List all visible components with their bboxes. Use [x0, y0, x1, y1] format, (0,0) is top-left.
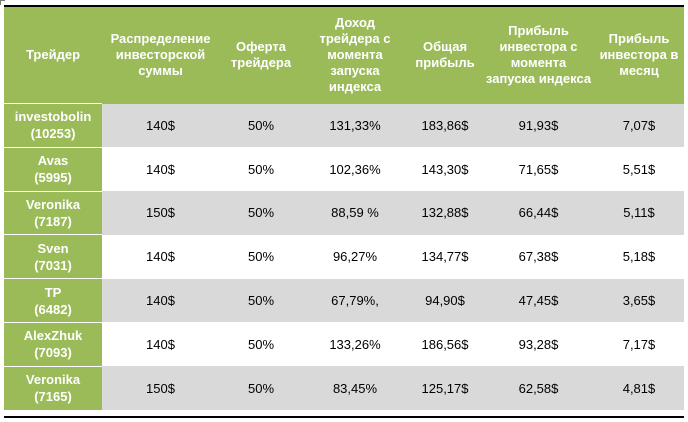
header-offer: Оферта трейдера	[219, 7, 303, 104]
cell-distribution: 150$	[102, 191, 219, 235]
cell-trader-income: 67,79%,	[303, 278, 407, 323]
header-trader-income: Доход трейдера с момента запуска индекса	[303, 7, 407, 104]
cell-trader-income: 96,27%	[303, 234, 407, 279]
trader-name-cell: Veronika (7165)	[4, 365, 102, 411]
header-distribution: Распределение инвесторской суммы	[102, 7, 219, 104]
selection-corner-marker	[0, 0, 5, 5]
table-row: investobolin (10253) 140$ 50% 131,33% 183,86$…	[4, 103, 684, 148]
cell-total-profit: 183,86$	[407, 103, 483, 148]
cell-monthly-profit: 5,18$	[594, 234, 684, 279]
trader-name: investobolin	[14, 109, 92, 125]
trader-profit-table: Трейдер Распределение инвесторской суммы…	[4, 7, 684, 411]
trader-name: Avas	[37, 153, 69, 169]
cell-total-profit: 94,90$	[407, 278, 483, 323]
cell-trader-income: 133,26%	[303, 322, 407, 367]
trader-id: (7093)	[34, 345, 72, 361]
trader-id: (10253)	[30, 126, 76, 142]
cell-offer: 50%	[219, 234, 303, 279]
cell-investor-profit: 71,65$	[483, 147, 594, 192]
cell-monthly-profit: 7,17$	[594, 322, 684, 367]
cell-offer: 50%	[219, 322, 303, 367]
header-row: Трейдер Распределение инвесторской суммы…	[4, 7, 684, 104]
cell-trader-income: 88,59 %	[303, 191, 407, 235]
cell-trader-income: 131,33%	[303, 103, 407, 148]
header-investor-profit: Прибыль инвестора с момента запуска инде…	[483, 7, 594, 104]
trader-name: Sven	[37, 240, 69, 256]
trader-name: Veronika	[25, 196, 81, 212]
cell-distribution: 150$	[102, 366, 219, 411]
cell-distribution: 140$	[102, 234, 219, 279]
header-total-profit: Общая прибыль	[407, 7, 483, 104]
cell-investor-profit: 93,28$	[483, 322, 594, 367]
table-row: Veronika (7165) 150$ 50% 83,45% 125,17$ 62,58$…	[4, 365, 684, 411]
cell-distribution: 140$	[102, 103, 219, 148]
trader-name-cell: TP (6482)	[4, 278, 102, 323]
cell-monthly-profit: 3,65$	[594, 278, 684, 323]
cell-monthly-profit: 5,11$	[594, 191, 684, 235]
cell-trader-income: 102,36%	[303, 147, 407, 192]
trader-id: (5995)	[34, 170, 72, 186]
cell-total-profit: 132,88$	[407, 191, 483, 235]
cell-offer: 50%	[219, 103, 303, 148]
trader-name-cell: AlexZhuk (7093)	[4, 321, 102, 367]
cell-offer: 50%	[219, 366, 303, 411]
cell-offer: 50%	[219, 278, 303, 323]
table-row: AlexZhuk (7093) 140$ 50% 133,26% 186,56$ 93,28…	[4, 321, 684, 367]
cell-total-profit: 143,30$	[407, 147, 483, 192]
trader-name-cell: Avas (5995)	[4, 146, 102, 192]
cell-monthly-profit: 7,07$	[594, 103, 684, 148]
trader-name-cell: investobolin (10253)	[4, 103, 102, 148]
trader-id: (7031)	[34, 257, 72, 273]
cell-total-profit: 186,56$	[407, 322, 483, 367]
cell-investor-profit: 91,93$	[483, 103, 594, 148]
cell-trader-income: 83,45%	[303, 366, 407, 411]
cell-distribution: 140$	[102, 278, 219, 323]
cell-monthly-profit: 4,81$	[594, 366, 684, 411]
table-row: Sven (7031) 140$ 50% 96,27% 134,77$ 67,38$ 5,18…	[4, 234, 684, 279]
trader-name-cell: Sven (7031)	[4, 234, 102, 279]
cell-investor-profit: 66,44$	[483, 191, 594, 235]
header-trader: Трейдер	[4, 7, 102, 104]
cell-offer: 50%	[219, 147, 303, 192]
table-row: Veronika (7187) 150$ 50% 88,59 % 132,88$ 66,44…	[4, 190, 684, 235]
trader-name: TP	[44, 284, 62, 300]
cell-investor-profit: 67,38$	[483, 234, 594, 279]
cell-investor-profit: 47,45$	[483, 278, 594, 323]
trader-id: (7187)	[34, 213, 72, 229]
table-row: Avas (5995) 140$ 50% 102,36% 143,30$ 71,65$ 5,5…	[4, 146, 684, 192]
cell-total-profit: 134,77$	[407, 234, 483, 279]
cell-distribution: 140$	[102, 322, 219, 367]
cell-total-profit: 125,17$	[407, 366, 483, 411]
cell-distribution: 140$	[102, 147, 219, 192]
header-monthly-profit: Прибыль инвестора в месяц	[594, 7, 684, 104]
trader-id: (7165)	[34, 389, 72, 405]
trader-name: Veronika	[25, 372, 81, 388]
trader-id: (6482)	[34, 301, 72, 317]
profit-table-frame: Трейдер Распределение инвесторской суммы…	[4, 5, 684, 418]
table-row: TP (6482) 140$ 50% 67,79%, 94,90$ 47,45$ 3,65$	[4, 278, 684, 323]
trader-name-cell: Veronika (7187)	[4, 190, 102, 235]
cell-monthly-profit: 5,51$	[594, 147, 684, 192]
cell-offer: 50%	[219, 191, 303, 235]
cell-investor-profit: 62,58$	[483, 366, 594, 411]
trader-name: AlexZhuk	[23, 328, 83, 344]
